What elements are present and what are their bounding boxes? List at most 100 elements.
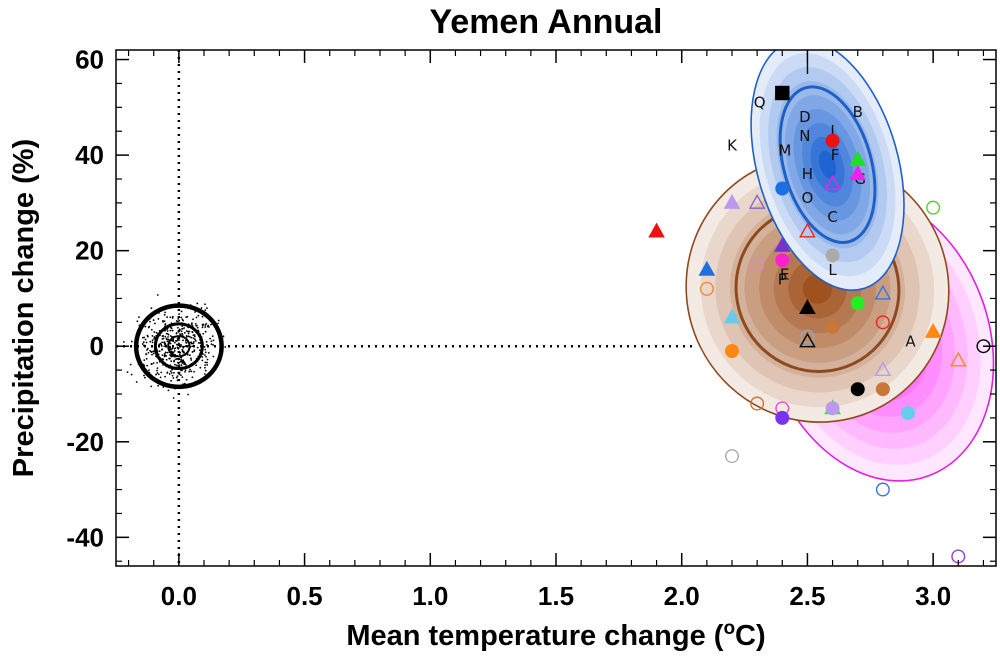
- variability-dot: [178, 353, 181, 356]
- variability-dot: [141, 336, 144, 339]
- variability-dot: [187, 344, 190, 347]
- variability-dot: [196, 359, 199, 361]
- variability-dot: [202, 332, 205, 335]
- variability-dot: [168, 324, 170, 327]
- variability-dot: [194, 380, 196, 383]
- variability-dot: [129, 363, 132, 366]
- variability-dot: [180, 322, 183, 324]
- variability-dot: [171, 337, 173, 340]
- variability-dot: [148, 371, 151, 374]
- variability-dot: [204, 311, 207, 314]
- variability-dot: [171, 374, 174, 377]
- x-tick-label: 2.5: [789, 581, 825, 611]
- filled-triangle-point: [773, 236, 791, 252]
- variability-dot: [157, 384, 160, 387]
- variability-dot: [199, 338, 201, 341]
- variability-dot: [130, 340, 133, 343]
- variability-dot: [178, 319, 181, 322]
- axis-layer: 0.0 0.5 1.0 1.5 2.0 2.5 3.0 -40 -20 0 20 40 60: [66, 45, 996, 611]
- variability-dot: [161, 348, 163, 351]
- variability-dot: [130, 373, 133, 376]
- ellipse-layer: [133, 50, 995, 482]
- variability-dot: [205, 322, 208, 325]
- variability-dot: [168, 373, 171, 375]
- variability-dot: [155, 379, 158, 381]
- filled-triangle-point: [849, 165, 867, 181]
- x-axis-label-text: Mean temperature change (: [346, 620, 723, 652]
- variability-dot: [179, 356, 182, 359]
- variability-dot: [192, 318, 194, 321]
- variability-dot: [211, 335, 214, 338]
- filled-circle-point: [850, 382, 865, 397]
- variability-dot: [180, 366, 183, 369]
- variability-dot: [167, 336, 169, 338]
- variability-dot: [176, 367, 179, 370]
- x-tick-label: 0.5: [286, 581, 322, 611]
- variability-dot: [187, 393, 190, 396]
- variability-dot: [156, 294, 159, 296]
- variability-dot: [191, 325, 194, 327]
- variability-dot: [188, 354, 191, 357]
- variability-dot: [204, 369, 207, 372]
- variability-dot: [209, 337, 211, 340]
- variability-dot: [170, 322, 173, 325]
- variability-dot: [169, 370, 172, 373]
- variability-dot: [182, 335, 185, 338]
- variability-dot: [194, 338, 196, 341]
- variability-dot: [169, 347, 172, 350]
- variability-dot: [205, 355, 207, 358]
- variability-dot: [206, 307, 208, 310]
- variability-dot: [166, 372, 169, 374]
- variability-dot: [146, 347, 149, 350]
- variability-dot: [182, 361, 185, 364]
- variability-dot: [167, 338, 170, 341]
- variability-dot: [155, 352, 158, 355]
- variability-dot: [195, 364, 198, 367]
- variability-dot: [170, 379, 173, 382]
- variability-dot: [217, 319, 220, 322]
- variability-dot: [143, 359, 146, 361]
- variability-dot: [150, 307, 153, 310]
- variability-dot: [190, 370, 193, 373]
- variability-dot: [156, 369, 158, 372]
- variability-dot: [187, 323, 190, 326]
- filled-triangle-point: [648, 222, 665, 238]
- variability-dot: [206, 364, 209, 366]
- variability-dot: [167, 333, 170, 336]
- variability-dot: [169, 329, 172, 332]
- variability-dot: [176, 326, 179, 329]
- y-tick-label: 60: [75, 45, 104, 75]
- variability-dot: [153, 347, 156, 349]
- variability-dot: [183, 382, 186, 385]
- variability-dot: [175, 358, 177, 361]
- variability-dot: [193, 349, 196, 352]
- variability-dot: [122, 341, 125, 343]
- variability-dot: [181, 345, 183, 348]
- y-tick-label: -40: [66, 522, 104, 552]
- reference-lines: [116, 50, 695, 566]
- variability-dot: [159, 376, 162, 379]
- variability-dot: [187, 332, 190, 335]
- ellipse-blue-band: [819, 150, 837, 179]
- variability-dot: [206, 325, 209, 328]
- variability-dot: [166, 316, 168, 318]
- variability-dot: [200, 351, 203, 353]
- ellipse-blue-outline: [750, 50, 905, 291]
- variability-dot: [168, 351, 171, 354]
- variability-dot: [204, 326, 207, 328]
- ellipse-brown: [685, 154, 950, 423]
- variability-dot: [155, 331, 158, 334]
- variability-dot: [192, 341, 195, 343]
- variability-dot: [181, 332, 183, 335]
- variability-dot: [147, 351, 150, 354]
- variability-dot: [191, 345, 194, 348]
- open-triangle-point: [874, 284, 892, 300]
- filled-circle-point: [875, 382, 890, 397]
- model-letter: H: [802, 165, 813, 183]
- variability-dot: [174, 363, 176, 366]
- variability-dot: [152, 319, 155, 321]
- variability-dot: [170, 371, 173, 374]
- variability-dot: [160, 345, 163, 347]
- variability-dot: [182, 350, 185, 353]
- variability-dot: [185, 341, 188, 344]
